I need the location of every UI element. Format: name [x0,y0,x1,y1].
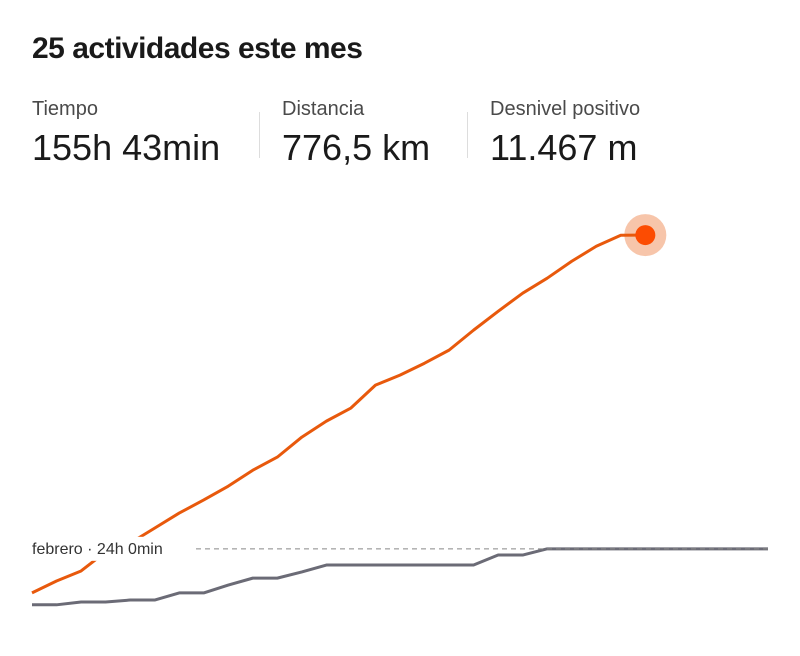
stat-label: Desnivel positivo [490,98,641,120]
stat-value: 776,5 km [282,127,431,168]
series-line [32,547,768,607]
divider [467,112,468,158]
stat: Distancia 776,5 km [282,98,430,169]
stat-value: 11.467 m [490,127,638,168]
reference-label-bg [30,536,194,561]
reference-label: febrero · 24h 0min [32,541,163,558]
divider [259,112,260,158]
title: 25 actividades este mes [32,32,363,65]
stat: Tiempo 155h 43min [32,98,220,169]
stat-label: Distancia [282,98,365,120]
stat: Desnivel positivo 11.467 m [490,98,640,169]
stat-value: 155h 43min [32,127,221,168]
current-dot [635,225,656,246]
stat-label: Tiempo [32,98,98,120]
